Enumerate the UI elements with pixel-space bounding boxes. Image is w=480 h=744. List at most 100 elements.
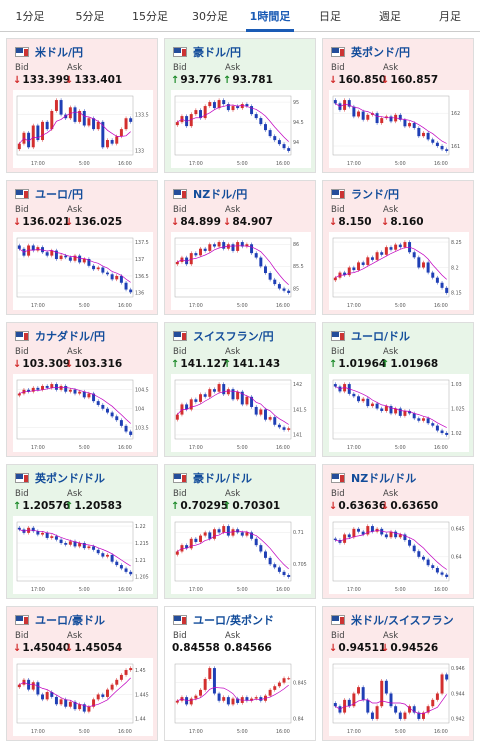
ask-label: Ask [225, 205, 241, 215]
y-tick-label: 104.5 [135, 388, 149, 394]
x-tick-label: 17:00 [189, 445, 203, 451]
candle [41, 694, 45, 700]
currency-card[interactable]: 米ドル/スイスフラン Bid Ask ↓0.94511 ↓0.94526 0.946 0.9… [322, 606, 474, 741]
tab-1hour[interactable]: 1時間足 [240, 0, 300, 32]
pair-title[interactable]: 豪ドル/円 [193, 46, 242, 59]
bid-price: 8.150 [338, 216, 372, 228]
price-chart[interactable]: 104.5 104 103.5 17:00 5:00 16:00 [13, 374, 153, 452]
pair-title[interactable]: ユーロ/豪ドル [35, 614, 106, 627]
pair-title[interactable]: 英ポンド/ドル [35, 472, 106, 485]
currency-card[interactable]: カナダドル/円 Bid Ask ↓103.309 ↓103.316 104.5 104 103… [6, 322, 158, 457]
bid-arrow-icon: ↓ [13, 75, 22, 86]
y-tick-label: 136.5 [135, 274, 149, 280]
candle [398, 408, 402, 416]
candle [27, 132, 31, 148]
bid-arrow-icon: ↑ [13, 501, 22, 512]
candle [245, 104, 249, 107]
ask-label: Ask [67, 631, 83, 641]
pair-title[interactable]: 米ドル/スイスフラン [351, 614, 454, 627]
bid-label: Bid [331, 63, 345, 73]
candle [82, 259, 86, 263]
candle [254, 114, 258, 119]
pair-title[interactable]: 英ポンド/円 [351, 46, 411, 59]
bid-value: ↓160.850 [329, 74, 386, 86]
currency-card[interactable]: 英ポンド/円 Bid Ask ↓160.850 ↓160.857 162 161 17:00 5… [322, 38, 474, 173]
candle [398, 114, 402, 120]
pair-title[interactable]: ユーロ/ドル [351, 330, 411, 343]
price-chart[interactable]: 86 85.5 85 17:00 5:00 16:00 [171, 232, 311, 310]
currency-card[interactable]: ユーロ/円 Bid Ask ↓136.021 ↓136.025 137.5 137 136.5… [6, 180, 158, 315]
pair-title[interactable]: カナダドル/円 [35, 330, 106, 343]
currency-card[interactable]: ユーロ/英ポンド Bid Ask 0.84558 0.84566 0.845 0.84 17:… [164, 606, 316, 741]
price-chart[interactable]: 0.71 0.705 17:00 5:00 16:00 [171, 516, 311, 594]
candle [408, 410, 412, 414]
candle [240, 104, 244, 109]
candle [50, 110, 54, 130]
candle [440, 282, 444, 288]
pair-title[interactable]: 豪ドル/ドル [193, 472, 253, 485]
pair-title[interactable]: ユーロ/英ポンド [193, 614, 275, 627]
candle [417, 257, 421, 268]
candle [199, 110, 203, 119]
price-chart[interactable]: 142 141.5 141 17:00 5:00 16:00 [171, 374, 311, 452]
plot-frame [16, 663, 134, 724]
currency-card[interactable]: ユーロ/ドル Bid Ask ↑1.01964 ↑1.01968 1.03 1.025 1.0… [322, 322, 474, 457]
candle [82, 543, 86, 549]
candle [78, 543, 82, 547]
price-chart[interactable]: 8.25 8.2 8.15 17:00 5:00 16:00 [329, 232, 469, 310]
price-chart[interactable]: 1.45 1.445 1.44 17:00 5:00 16:00 [13, 658, 153, 736]
candle [217, 242, 221, 247]
bid-price: 1.45040 [22, 642, 71, 654]
currency-card[interactable]: NZドル/ドル Bid Ask ↓0.63636 ↓0.63650 0.645 0.64 17… [322, 464, 474, 599]
price-chart[interactable]: 1.03 1.025 1.02 17:00 5:00 16:00 [329, 374, 469, 452]
y-tick-label: 1.21 [135, 558, 146, 564]
price-chart[interactable]: 162 161 17:00 5:00 16:00 [329, 90, 469, 168]
candle [426, 262, 430, 273]
tab-monthly[interactable]: 月足 [439, 9, 461, 23]
price-chart[interactable]: 133.5 133 17:00 5:00 16:00 [13, 90, 153, 168]
price-chart[interactable]: 0.946 0.944 0.942 17:00 5:00 16:00 [329, 658, 469, 736]
price-chart[interactable]: 0.645 0.64 17:00 5:00 16:00 [329, 516, 469, 594]
candle [380, 408, 384, 411]
price-chart[interactable]: 1.22 1.215 1.21 1.205 17:00 5:00 16:00 [13, 516, 153, 594]
currency-card[interactable]: 豪ドル/ドル Bid Ask ↑0.70295 ↑0.70301 0.71 0.705 17:… [164, 464, 316, 599]
tab-5min[interactable]: 5分足 [75, 9, 105, 23]
pair-title[interactable]: NZドル/円 [193, 188, 248, 201]
candle [435, 142, 439, 147]
candle [282, 571, 286, 576]
pair-title[interactable]: ランド/円 [351, 188, 400, 201]
candle [208, 532, 212, 539]
pair-title[interactable]: スイスフラン/円 [193, 330, 274, 343]
candle [217, 100, 221, 109]
pair-title[interactable]: 米ドル/円 [35, 46, 84, 59]
price-chart[interactable]: 137.5 137 136.5 136 17:00 5:00 16:00 [13, 232, 153, 310]
price-chart[interactable]: 0.845 0.84 17:00 5:00 16:00 [171, 658, 311, 736]
currency-card[interactable]: スイスフラン/円 Bid Ask ↑141.127 ↑141.143 142 141.5 14… [164, 322, 316, 457]
currency-card[interactable]: 豪ドル/円 Bid Ask ↑93.776 ↑93.781 95 94.5 94 17:00 5:… [164, 38, 316, 173]
candle [287, 148, 291, 151]
currency-card[interactable]: ユーロ/豪ドル Bid Ask ↓1.45040 ↓1.45054 1.45 1.445 1.… [6, 606, 158, 741]
candle [212, 389, 216, 392]
pair-title[interactable]: NZドル/ドル [351, 472, 417, 485]
currency-card[interactable]: 英ポンド/ドル Bid Ask ↑1.20576 ↑1.20583 1.22 1.215 1.… [6, 464, 158, 599]
candle [41, 385, 45, 390]
price-chart[interactable]: 95 94.5 94 17:00 5:00 16:00 [171, 90, 311, 168]
y-tick-label: 1.215 [135, 541, 149, 547]
candle [105, 408, 109, 413]
x-tick-label: 17:00 [31, 587, 45, 593]
tab-15min[interactable]: 15分足 [132, 9, 168, 23]
tab-1min[interactable]: 1分足 [15, 9, 45, 23]
currency-card[interactable]: ランド/円 Bid Ask ↓8.150 ↓8.160 8.25 8.2 8.15 17:00 5… [322, 180, 474, 315]
tab-daily[interactable]: 日足 [319, 9, 341, 23]
ask-value: ↓0.63650 [381, 500, 438, 512]
tab-weekly[interactable]: 週足 [379, 9, 401, 23]
candle [370, 526, 374, 532]
candle [384, 406, 388, 411]
tab-30min[interactable]: 30分足 [192, 9, 228, 23]
y-tick-label: 1.205 [135, 575, 149, 581]
currency-card[interactable]: 米ドル/円 Bid Ask ↓133.399 ↓133.401 133.5 133 17:00… [6, 38, 158, 173]
pair-title[interactable]: ユーロ/円 [35, 188, 84, 201]
candle [203, 678, 207, 690]
currency-card[interactable]: NZドル/円 Bid Ask ↓84.899 ↓84.907 86 85.5 85 17:00 5… [164, 180, 316, 315]
candle [333, 100, 337, 104]
